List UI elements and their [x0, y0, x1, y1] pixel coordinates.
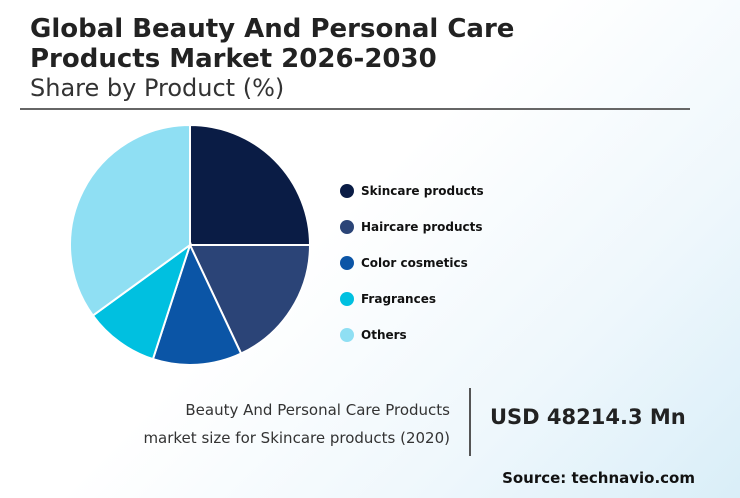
market-size-label: Beauty And Personal Care Products market… — [60, 396, 450, 452]
legend-swatch — [340, 328, 354, 342]
chart-title: Global Beauty And Personal Care Products… — [30, 14, 710, 74]
legend-label: Color cosmetics — [361, 256, 468, 270]
chart-legend: Skincare products Haircare products Color … — [340, 173, 484, 353]
market-size-label-line-2: market size for Skincare products (2020) — [143, 429, 450, 447]
legend-item-others: Others — [340, 317, 484, 353]
legend-item-skincare-products: Skincare products — [340, 173, 484, 209]
header-divider — [20, 108, 690, 110]
source-credit: Source: technavio.com — [502, 469, 695, 487]
legend-item-haircare-products: Haircare products — [340, 209, 484, 245]
legend-swatch — [340, 292, 354, 306]
legend-swatch — [340, 184, 354, 198]
legend-swatch — [340, 220, 354, 234]
pie-slice-haircare-products — [188, 244, 312, 355]
market-size-divider — [469, 388, 471, 456]
market-size-value: USD 48214.3 Mn — [490, 405, 686, 429]
pie-slice-skincare-products — [189, 123, 312, 246]
legend-label: Fragrances — [361, 292, 436, 306]
legend-label: Haircare products — [361, 220, 483, 234]
legend-label: Others — [361, 328, 407, 342]
legend-item-fragrances: Fragrances — [340, 281, 484, 317]
chart-subtitle: Share by Product (%) — [30, 74, 285, 102]
chart-title-line-1: Global Beauty And Personal Care — [30, 14, 515, 44]
pie-slice-others — [69, 123, 191, 317]
legend-label: Skincare products — [361, 184, 484, 198]
legend-swatch — [340, 256, 354, 270]
pie-slice-color-cosmetics — [151, 242, 243, 366]
legend-item-color-cosmetics: Color cosmetics — [340, 245, 484, 281]
pie-slice-fragrances — [91, 242, 192, 361]
market-size-label-line-1: Beauty And Personal Care Products — [185, 401, 450, 419]
chart-title-line-2: Products Market 2026-2030 — [30, 44, 437, 74]
